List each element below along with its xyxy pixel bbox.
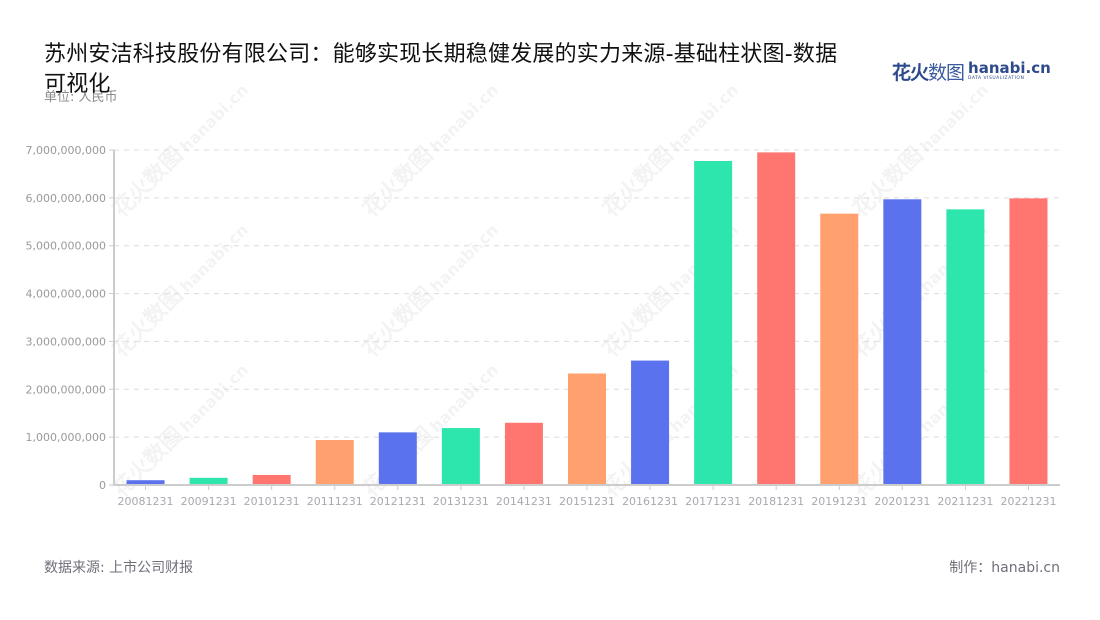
x-tick-label: 20081231 [118, 495, 174, 508]
x-tick-label: 20171231 [685, 495, 741, 508]
x-tick-label: 20121231 [370, 495, 426, 508]
y-tick-label: 4,000,000,000 [26, 288, 106, 301]
svg-text:hanabi.cn: hanabi.cn [176, 360, 252, 436]
bar-20191231 [820, 213, 859, 485]
x-tick-label: 20201231 [874, 495, 930, 508]
bar-20211231 [946, 209, 985, 486]
y-tick-label: 0 [99, 479, 106, 492]
x-tick-label: 20101231 [244, 495, 300, 508]
y-axis: 0 1,000,000,000 2,000,000,000 3,000,000,000… [26, 144, 115, 492]
x-tick-label: 20091231 [181, 495, 237, 508]
data-source: 数据来源: 上市公司财报 [44, 560, 194, 576]
bar-20121231 [378, 432, 417, 485]
bar-20171231 [694, 161, 733, 485]
y-tick-label: 5,000,000,000 [26, 240, 106, 253]
unit-label: 单位: 人民币 [44, 90, 118, 105]
y-tick-label: 6,000,000,000 [26, 192, 106, 205]
bar-20111231 [315, 440, 354, 485]
svg-text:hanabi.cn: hanabi.cn [426, 220, 502, 296]
x-tick-label: 20151231 [559, 495, 615, 508]
bar-20091231 [189, 477, 228, 485]
bar-20141231 [504, 422, 543, 485]
x-axis: 20081231 20091231 20101231 20111231 20121231… [114, 484, 1060, 508]
credit: 制作：hanabi.cn [949, 560, 1060, 576]
svg-text:hanabi.cn: hanabi.cn [426, 360, 502, 436]
watermark-layer: 花火数图hanabi.cn花火数图hanabi.cn花火数图hanabi.cn花… [108, 80, 992, 503]
x-tick-label: 20161231 [622, 495, 678, 508]
y-tick-label: 3,000,000,000 [26, 335, 106, 348]
x-tick-label: 20111231 [307, 495, 363, 508]
x-tick-label: 20131231 [433, 495, 489, 508]
y-tick-label: 1,000,000,000 [26, 431, 106, 444]
x-tick-label: 20141231 [496, 495, 552, 508]
x-tick-label: 20191231 [811, 495, 867, 508]
y-tick-label: 7,000,000,000 [26, 144, 106, 157]
x-tick-label: 20181231 [748, 495, 804, 508]
svg-text:花火数图: 花火数图 [358, 142, 439, 223]
svg-text:花火数图: 花火数图 [108, 142, 189, 223]
bar-20081231 [126, 480, 165, 485]
x-tick-label: 20211231 [937, 495, 993, 508]
y-tick-label: 2,000,000,000 [26, 383, 106, 396]
bars [126, 152, 1048, 486]
bar-20201231 [883, 199, 922, 486]
bar-20151231 [568, 373, 606, 485]
x-tick-label: 20221231 [1000, 495, 1056, 508]
chart-title: 苏州安洁科技股份有限公司：能够实现长期稳健发展的实力来源-基础柱状图-数据可视化 [44, 42, 838, 97]
bar-20181231 [757, 152, 796, 485]
svg-text:hanabi.cn: hanabi.cn [916, 80, 992, 156]
bar-20221231 [1009, 198, 1048, 486]
logo-cn: 花火数图 [892, 62, 965, 84]
bar-20131231 [441, 428, 480, 485]
bar-20101231 [252, 474, 291, 485]
brand-logo: 花火数图 hanabi.cn DATA VISUALIZATION [892, 58, 1051, 85]
svg-text:花火数图: 花火数图 [598, 142, 679, 223]
logo-en: hanabi.cn DATA VISUALIZATION [968, 59, 1051, 82]
svg-text:花火数图: 花火数图 [108, 422, 189, 503]
bar-20161231 [631, 360, 670, 485]
svg-text:hanabi.cn: hanabi.cn [176, 220, 252, 296]
